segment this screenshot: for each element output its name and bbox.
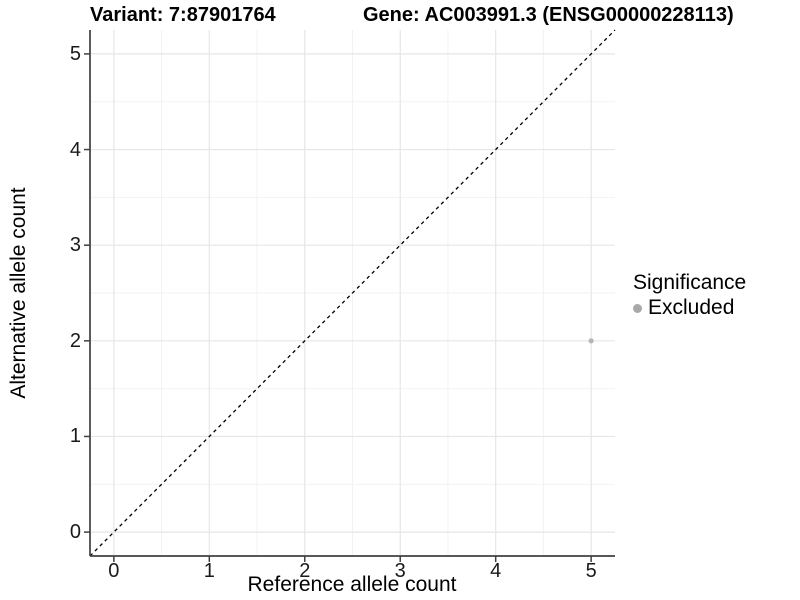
x-tick-label: 1 [203,560,215,582]
legend-title: Significance [633,271,747,294]
identity-dashed-line [89,29,616,557]
variant-title: Variant: 7:87901764 [90,4,276,26]
y-tick-label: 5 [69,42,81,65]
y-tick-label: 4 [69,138,81,161]
gene-title: Gene: AC003991.3 (ENSG00000228113) [363,4,734,26]
data-point [588,338,594,344]
y-tick-label: 0 [69,521,81,544]
legend-entry-label: Excluded [648,296,735,319]
x-tick-label: 3 [394,560,406,582]
x-tick-label: 5 [585,560,597,582]
x-tick-label: 4 [490,560,502,582]
y-axis-title: Alternative allele count [7,187,30,399]
x-tick-label: 0 [108,560,120,582]
x-axis-title: Reference allele count [247,573,457,596]
legend-entry-excluded: Excluded [633,296,746,320]
excluded-point-icon [633,303,642,313]
legend: Significance Excluded [633,271,746,320]
x-tick-label: 2 [299,560,311,582]
y-tick-label: 3 [69,234,81,257]
y-tick-label: 1 [69,425,81,448]
y-tick-label: 2 [69,329,81,352]
